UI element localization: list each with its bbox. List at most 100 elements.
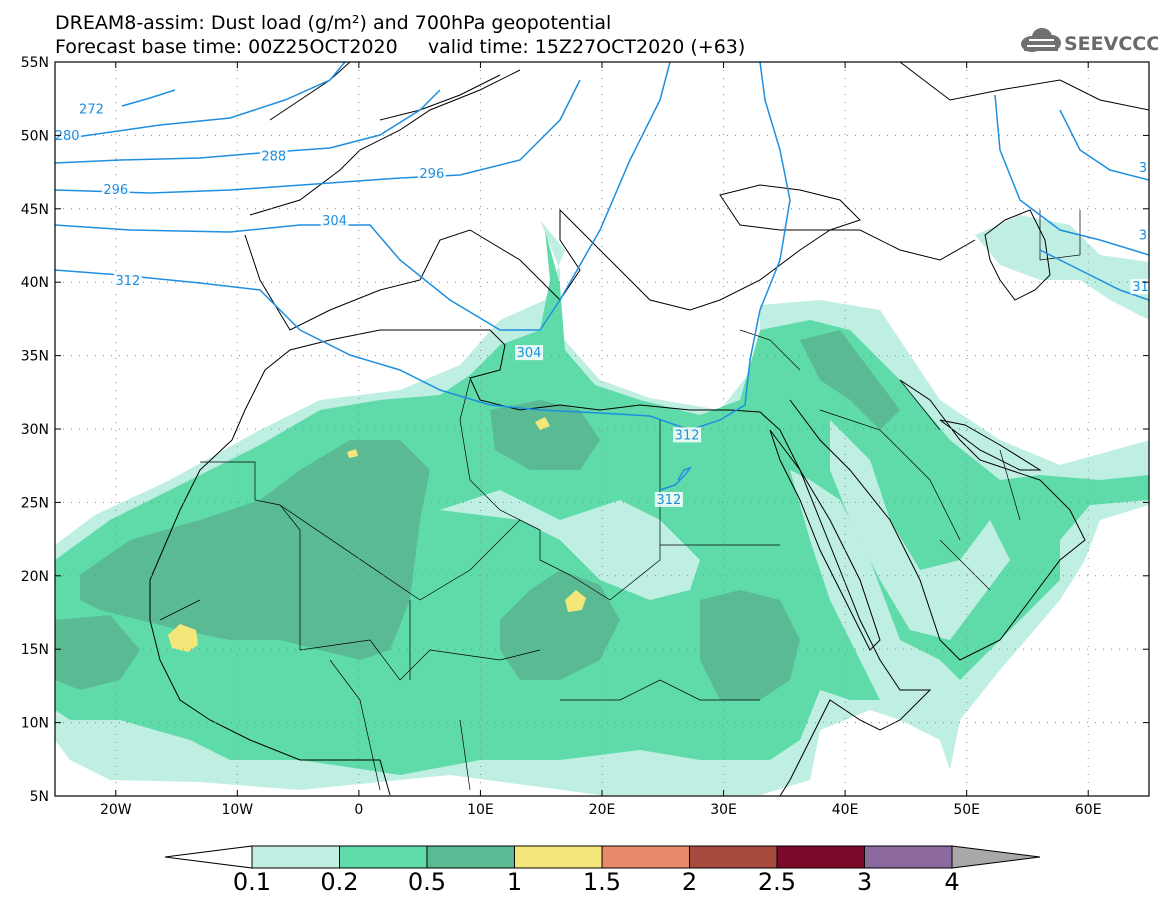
lon-label: 30E	[710, 802, 737, 818]
lat-label: 55N	[21, 55, 49, 71]
colorbar-segment	[339, 845, 428, 869]
lon-label: 50E	[953, 802, 980, 818]
contour-label: 272	[79, 102, 104, 117]
lat-label: 30N	[21, 422, 49, 438]
africa-coastline	[231, 329, 932, 796]
colorbar-segment	[251, 845, 340, 869]
coastlines	[149, 62, 1149, 796]
colorbar-segment	[864, 845, 953, 869]
seevccc-logo: SEEVCCC	[1021, 28, 1158, 55]
dust-area-1-mali	[168, 624, 198, 652]
lat-label: 40N	[21, 275, 49, 291]
border-lines	[159, 210, 1081, 791]
colorbar-label: 1.5	[583, 868, 621, 896]
longitude-labels: 20W 10W 0 10E 20E 30E 40E 50E 60E	[100, 802, 1102, 818]
contour-ne-2	[1059, 109, 1149, 181]
colorbar-segment	[689, 845, 778, 869]
lon-label: 20E	[589, 802, 616, 818]
colorbar-segment	[776, 845, 865, 869]
axis-ticks	[55, 61, 1149, 797]
colorbar-label: 0.1	[233, 868, 271, 896]
contour-label: 304	[517, 346, 542, 361]
contour-labels: 272 280 288 296 296 304 304 312 312 312 3 3 31	[53, 101, 1151, 508]
contour-label: 296	[103, 183, 128, 198]
lon-label: 60E	[1075, 802, 1102, 818]
contour-label: 288	[261, 149, 286, 164]
contour-label: 304	[322, 214, 347, 229]
lat-label: 25N	[21, 495, 49, 511]
colorbar-max-arrow	[951, 845, 1041, 869]
persian-gulf	[939, 419, 1042, 471]
contour-label: 31	[1132, 280, 1149, 295]
contour-280	[55, 62, 346, 141]
colorbar-label: 4	[944, 868, 959, 896]
cloud-icon	[1021, 28, 1061, 52]
lon-label: 40E	[832, 802, 859, 818]
caspian-sea	[984, 209, 1051, 301]
contour-312	[55, 62, 791, 431]
contour-ne-3	[1039, 249, 1149, 301]
contour-label-bg	[101, 182, 130, 198]
contour-label-bg	[1136, 227, 1149, 243]
contour-304	[55, 62, 671, 331]
contour-label: 3	[1139, 229, 1147, 244]
lon-label: 10E	[467, 802, 494, 818]
contour-label: 280	[55, 129, 80, 144]
geopotential-contours	[55, 62, 1149, 491]
lat-label: 15N	[21, 642, 49, 658]
dust-area-0.1-caspian	[975, 215, 1149, 320]
contour-label-bg	[53, 127, 82, 143]
dust-area-0.2-arabia-clear	[830, 420, 1010, 640]
lat-label: 35N	[21, 349, 49, 365]
colorbar-label: 1	[507, 868, 522, 896]
dust-area-0.5-west	[80, 440, 430, 660]
contour-label: 312	[675, 428, 700, 443]
lon-label: 20W	[100, 802, 132, 818]
colorbar-segment	[514, 845, 603, 869]
colorbar-label: 2.5	[758, 868, 796, 896]
dust-area-1-algeria	[347, 449, 358, 458]
contour-label-bg	[320, 213, 349, 229]
contour-312-small	[659, 466, 692, 491]
contour-label-bg	[113, 273, 142, 289]
contour-label-bg	[417, 166, 446, 182]
colorbar-segment	[426, 845, 515, 869]
contour-label-bg	[259, 148, 288, 164]
arabia-coast	[789, 379, 1086, 661]
logo-text: SEEVCCC	[1064, 33, 1158, 55]
contour-label-bg	[654, 491, 683, 507]
contour-label: 312	[116, 274, 141, 289]
lat-label: 50N	[21, 128, 49, 144]
country-borders	[159, 210, 1081, 791]
colorbar-label: 2	[682, 868, 697, 896]
dust-area-1-libya	[535, 417, 550, 430]
lat-label: 45N	[21, 202, 49, 218]
dust-area-0.2-central	[440, 490, 700, 600]
colorbar-label: 0.2	[320, 868, 358, 896]
west-africa-coast	[149, 439, 391, 796]
lon-label: 0	[354, 802, 363, 818]
red-sea	[769, 429, 881, 651]
contour-label-bg	[77, 101, 106, 117]
contour-288	[55, 89, 441, 164]
dust-area-1-chad	[565, 590, 586, 612]
colorbar-label: 3	[857, 868, 872, 896]
contour-label-bg	[1136, 160, 1149, 176]
contour-label-bg	[1130, 279, 1151, 295]
colorbar-label: 0.5	[408, 868, 446, 896]
contour-label: 3	[1139, 161, 1147, 176]
dust-area-0.5-iraq	[800, 330, 900, 430]
contour-ne-1	[994, 94, 1149, 256]
lat-label: 20N	[21, 569, 49, 585]
contour-label-bg	[673, 427, 702, 443]
dust-area-0.5-sahel	[55, 615, 140, 690]
forecast-time-subtitle: Forecast base time: 00Z25OCT2020 valid t…	[55, 36, 746, 58]
colorbar-min-arrow	[164, 845, 253, 869]
contour-label: 312	[656, 493, 681, 508]
colorbar: 0.1 0.2 0.5 1 1.5 2 2.5 3 4	[164, 845, 1041, 896]
black-sea	[719, 184, 861, 231]
dust-area-0.5-libya	[490, 400, 600, 470]
colorbar-segment	[601, 845, 690, 869]
contour-label: 296	[419, 167, 444, 182]
